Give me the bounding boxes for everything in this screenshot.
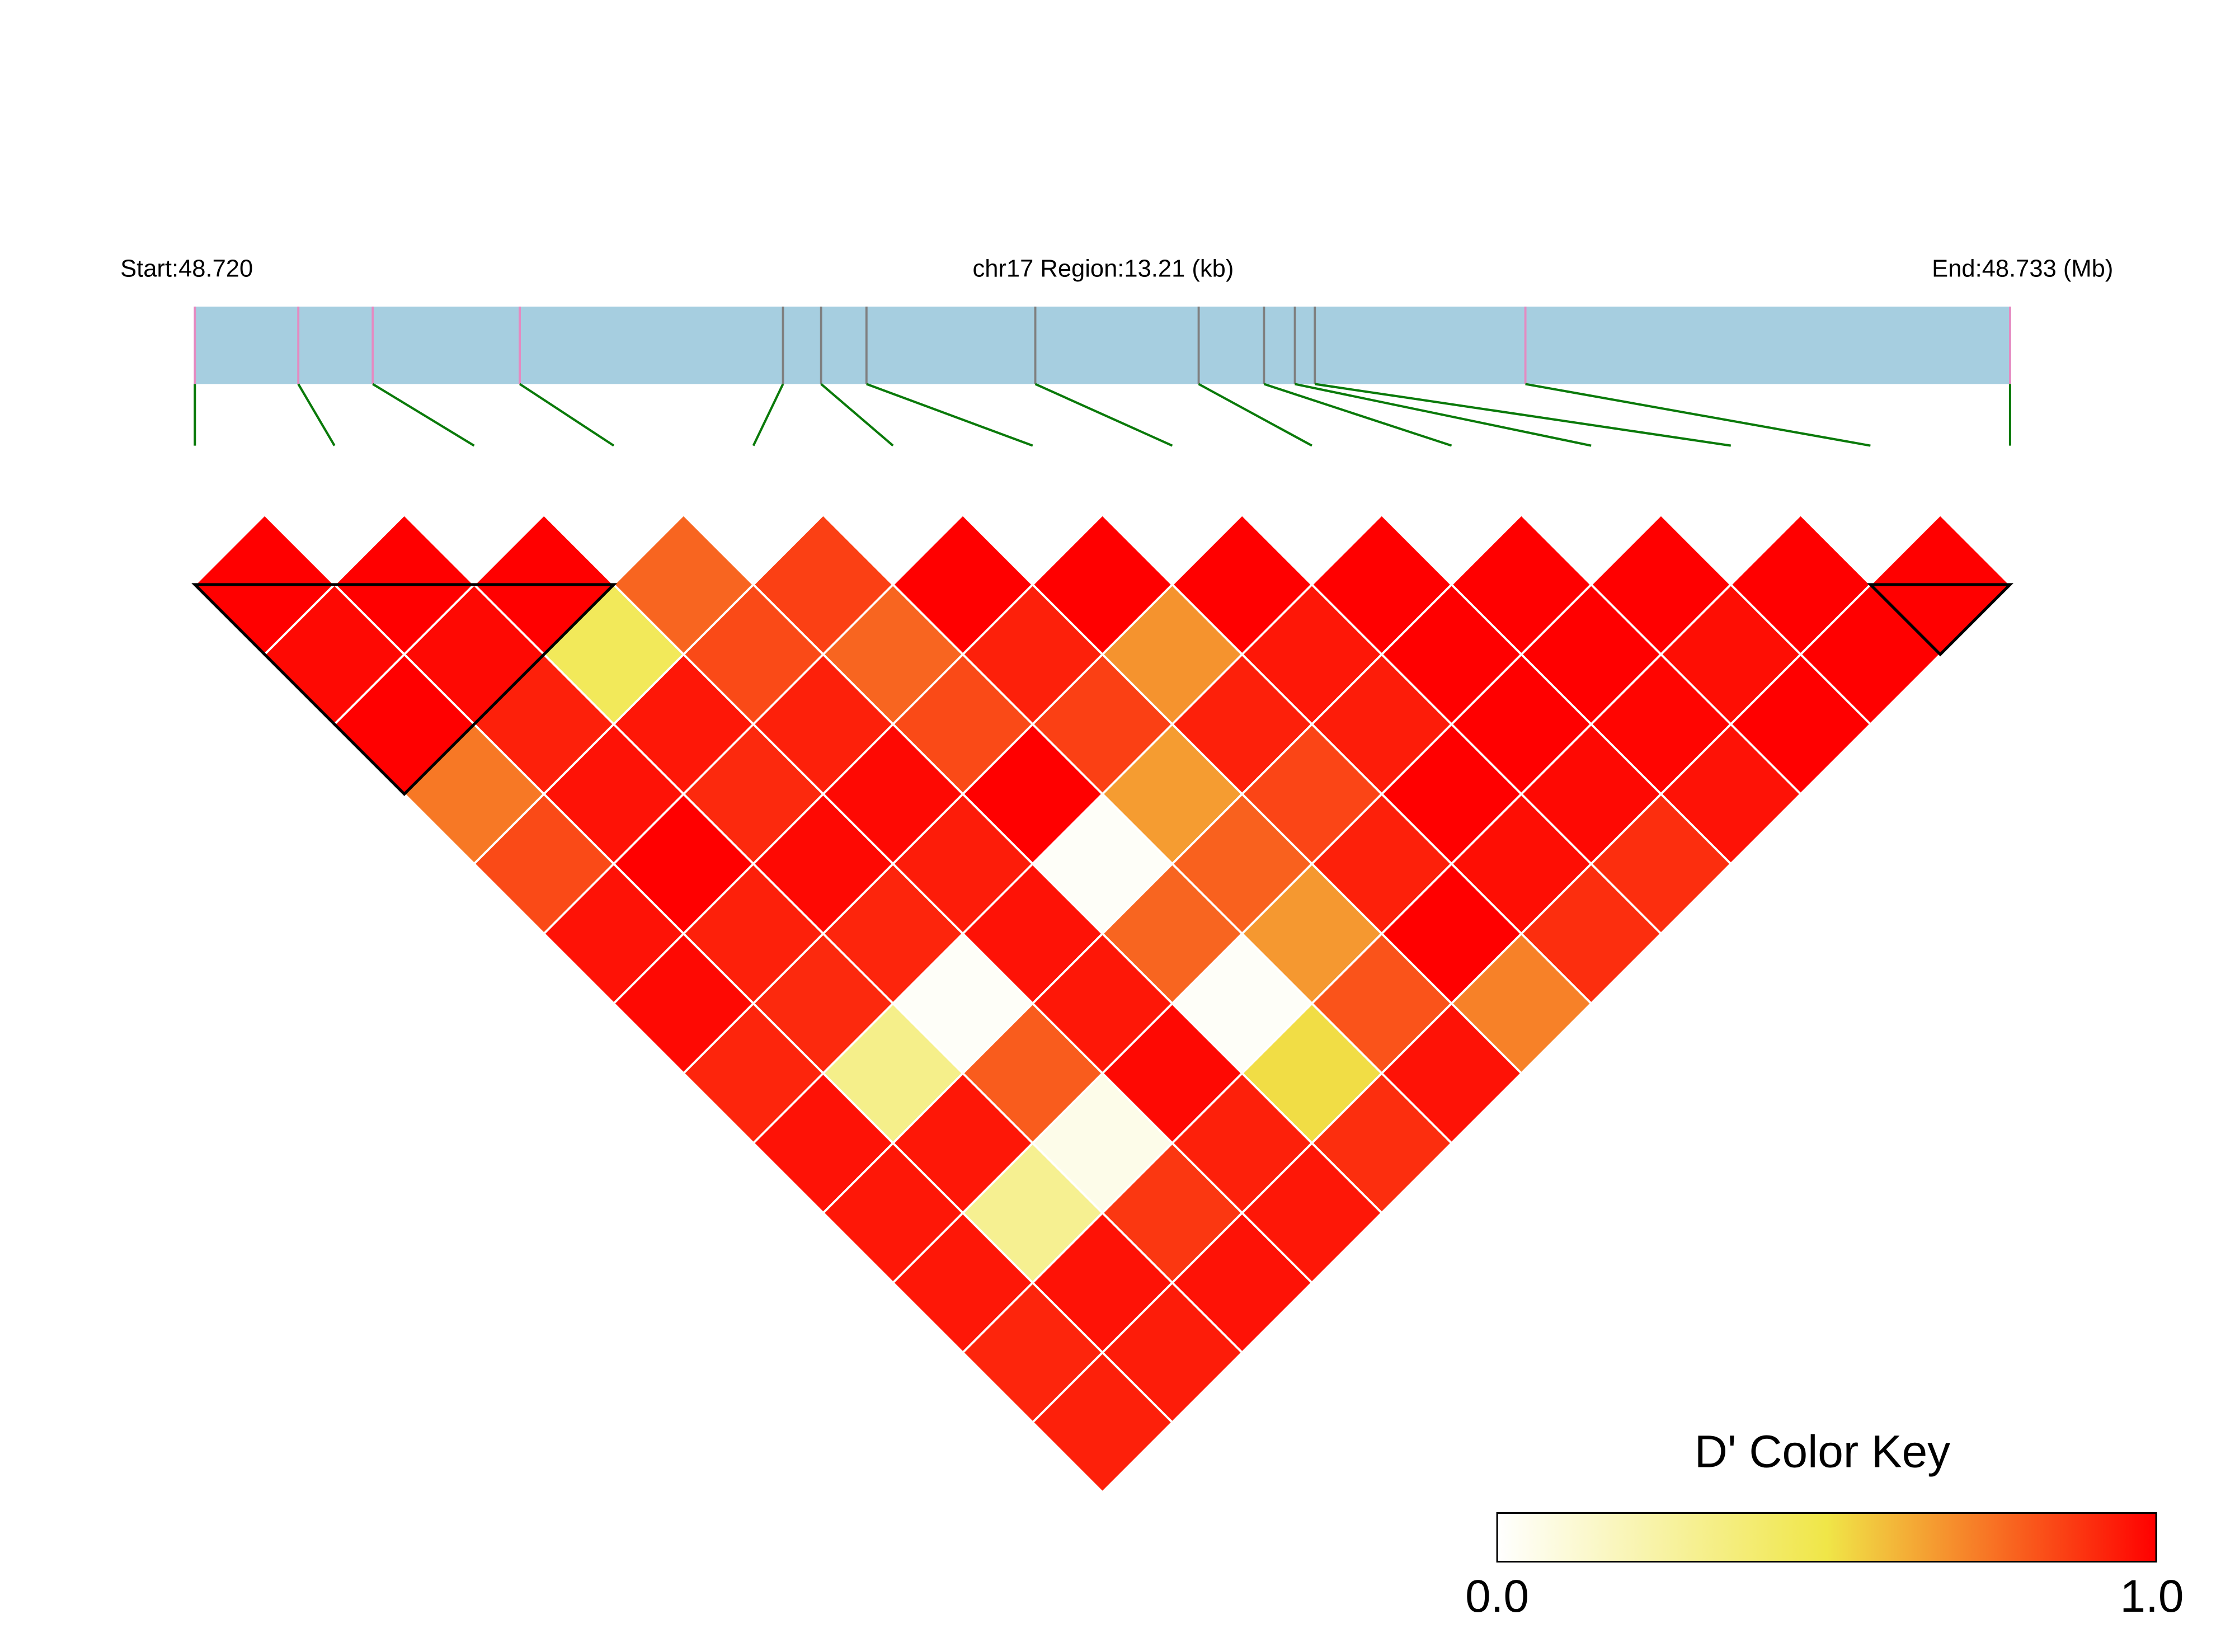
snp-connector [1525, 383, 1871, 447]
color-key-min-label: 0.0 [1465, 1571, 1529, 1622]
snp-connector [1263, 383, 1452, 447]
snp-connector [752, 383, 784, 446]
snp-connector [1314, 383, 1731, 447]
chromosome-region-track [195, 307, 2010, 384]
ld-block-outline [191, 583, 618, 796]
snp-connector [866, 383, 1033, 447]
snp-connector [1034, 383, 1173, 447]
region-end-label: End:48.733 (Mb) [1932, 255, 2113, 282]
snp-connector [820, 383, 894, 447]
snp-connector [519, 383, 615, 447]
snp-position-ticks [194, 307, 2011, 384]
ld-cell [1031, 1351, 1174, 1494]
region-title-label: chr17 Region:13.21 (kb) [972, 255, 1234, 282]
ld-block-outlines [191, 583, 2014, 796]
snp-connector [297, 383, 336, 446]
region-start-label: Start:48.720 [120, 255, 253, 282]
snp-connector [1198, 383, 1312, 447]
color-key-gradient [1496, 1512, 2157, 1563]
ld-block-outline [1867, 583, 2014, 657]
snp-connector [1295, 383, 1592, 447]
color-key-title: D' Color Key [1695, 1427, 1950, 1477]
snp-connector [372, 383, 475, 447]
color-key-max-label: 1.0 [2120, 1571, 2184, 1622]
ld-matrix [193, 513, 2012, 1494]
snp-connector-lines [194, 383, 2011, 447]
